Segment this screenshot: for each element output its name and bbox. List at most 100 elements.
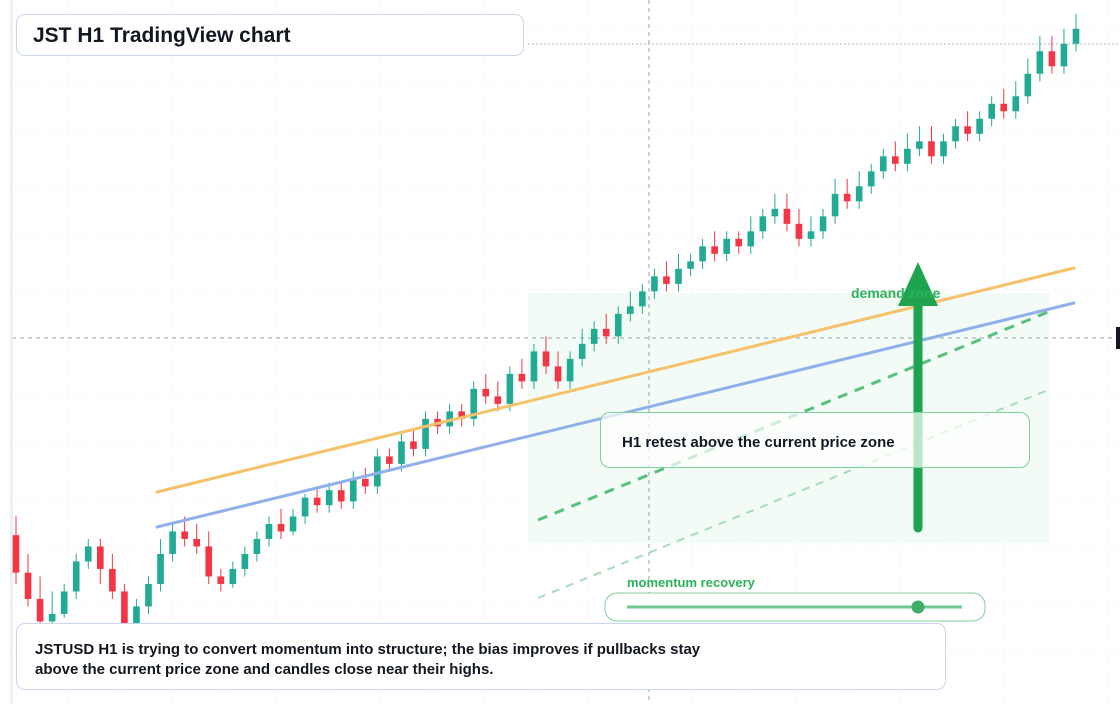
candle-up: [627, 306, 634, 314]
candle-up: [819, 216, 827, 232]
candle-up: [747, 231, 755, 247]
candle-down: [205, 546, 213, 577]
candle-up: [398, 441, 405, 464]
candle-down: [928, 141, 935, 157]
candle-up: [157, 553, 164, 584]
candle-up: [133, 606, 140, 629]
candle-down: [711, 246, 718, 254]
candle-up: [72, 561, 80, 592]
left-edge-bar: [10, 0, 13, 704]
price-scale-marker: [1116, 327, 1120, 349]
candle-up: [1060, 43, 1068, 67]
candle-up: [506, 373, 514, 404]
candle-down: [1048, 51, 1056, 67]
candle-up: [976, 118, 983, 134]
candle-up: [265, 523, 273, 539]
candle-up: [470, 388, 478, 419]
candle-down: [121, 591, 128, 629]
candle-up: [687, 261, 694, 269]
momentum-slider-handle[interactable]: [911, 600, 925, 614]
candle-down: [386, 456, 393, 464]
candle-up: [84, 546, 92, 562]
candle-down: [843, 193, 851, 202]
candle-up: [867, 171, 875, 187]
candle-up: [699, 246, 706, 262]
candle-down: [542, 351, 550, 367]
candle-down: [795, 223, 803, 239]
candle-down: [181, 531, 188, 539]
candle-up: [723, 238, 730, 254]
candle-up: [253, 538, 261, 554]
candle-up: [374, 456, 381, 487]
candle-up: [831, 193, 839, 217]
demand-zone-label: demand zone: [851, 285, 941, 301]
candle-down: [337, 490, 345, 502]
candle-up: [614, 313, 622, 337]
candle-up: [446, 411, 453, 427]
candle-down: [109, 568, 116, 592]
trendline-green-faint[interactable]: [537, 389, 1049, 599]
candle-up: [301, 497, 309, 517]
candle-down: [663, 276, 670, 284]
candle-down: [783, 208, 791, 224]
candle-down: [97, 546, 104, 569]
candle-down: [362, 478, 369, 487]
candle-up: [48, 613, 56, 622]
candle-down: [602, 328, 610, 337]
candle-up: [1036, 51, 1044, 74]
candle-down: [735, 238, 743, 247]
candle-down: [1000, 103, 1008, 112]
candle-up: [904, 148, 911, 164]
candle-up: [940, 141, 947, 157]
candle-up: [855, 186, 863, 202]
up-arrow-head: [898, 262, 938, 306]
candle-up: [771, 208, 779, 217]
candle-up: [229, 568, 237, 584]
candle-down: [482, 388, 490, 397]
candle-up: [289, 516, 297, 532]
candle-down: [193, 538, 200, 547]
candle-up: [422, 418, 429, 449]
candle-up: [807, 231, 815, 239]
candle-up: [578, 343, 586, 359]
candle-up: [1024, 73, 1032, 97]
candle-down: [36, 598, 44, 622]
candle-down: [964, 126, 971, 134]
candle-up: [879, 156, 887, 172]
candle-up: [759, 216, 767, 232]
candle-up: [145, 583, 152, 607]
candle-up: [60, 591, 68, 614]
candle-down: [494, 396, 502, 404]
retest-note: H1 retest above the current price zone: [600, 412, 1030, 468]
candle-up: [325, 490, 333, 506]
summary-line-1: JSTUSD H1 is trying to convert momentum …: [35, 641, 701, 658]
candle-down: [458, 411, 465, 419]
candle-up: [988, 103, 995, 119]
candle-down: [12, 535, 20, 573]
candle-up: [566, 358, 574, 382]
candle-down: [518, 373, 526, 382]
candle-up: [1072, 28, 1080, 44]
summary-line-2: above the current price zone and candles…: [35, 661, 494, 678]
chart-title: JST H1 TradingView chart: [16, 14, 524, 56]
candle-down: [277, 523, 285, 532]
summary-note: JSTUSD H1 is trying to convert momentum …: [16, 623, 946, 690]
candle-up: [349, 478, 357, 502]
candle-up: [530, 351, 538, 382]
momentum-recovery-label: momentum recovery: [627, 575, 755, 590]
candle-up: [169, 531, 176, 554]
candle-up: [241, 553, 249, 569]
candle-up: [952, 126, 959, 142]
candle-down: [892, 156, 899, 164]
candle-down: [410, 441, 417, 449]
candle-up: [639, 291, 646, 307]
candle-up: [675, 268, 682, 284]
candle-up: [916, 141, 923, 149]
candle-down: [217, 576, 225, 584]
candlestick-series: [12, 13, 1080, 637]
candle-up: [590, 328, 598, 344]
candle-up: [651, 276, 658, 292]
candle-up: [1012, 96, 1020, 112]
candle-down: [554, 366, 562, 382]
